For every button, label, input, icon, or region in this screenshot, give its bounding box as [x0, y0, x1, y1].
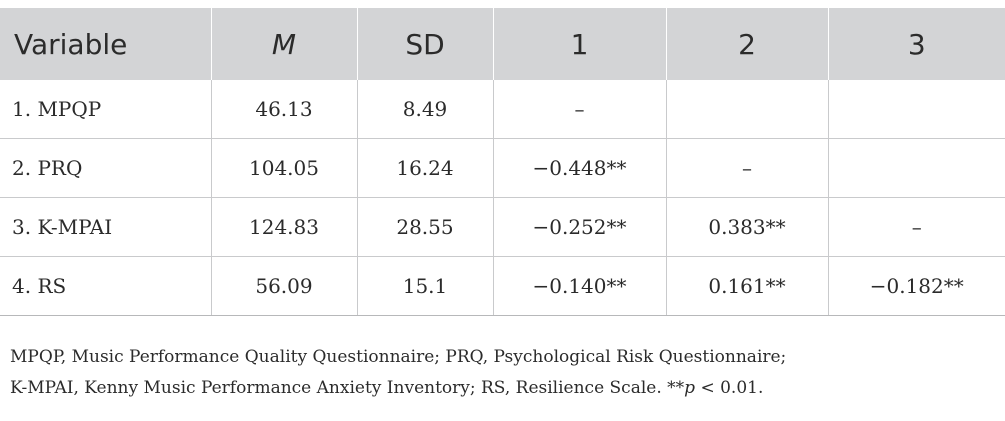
cell-corr-1: −0.448**: [492, 138, 666, 198]
cell-corr-1: −0.252**: [492, 197, 666, 257]
cell-sd: 8.49: [356, 80, 493, 139]
cell-variable: 2. PRQ: [0, 138, 211, 198]
header-row: Variable M SD 1 2 3: [0, 8, 1005, 80]
footnote-p-symbol: p: [684, 378, 696, 398]
header-variable: Variable: [0, 8, 211, 80]
table-footnote: MPQP, Music Performance Quality Question…: [10, 342, 995, 404]
cell-corr-1: −0.140**: [492, 256, 666, 316]
cell-sd: 16.24: [356, 138, 493, 198]
table-body: 1. MPQP 46.13 8.49 – 2. PRQ 104.05 16.24…: [0, 80, 1005, 316]
cell-corr-3: [827, 138, 1005, 198]
table-row: 1. MPQP 46.13 8.49 –: [0, 80, 1005, 139]
table-row: 2. PRQ 104.05 16.24 −0.448** –: [0, 138, 1005, 198]
header-col-3: 3: [827, 8, 1005, 80]
cell-mean: 56.09: [210, 256, 357, 316]
footnote-line-2: K-MPAI, Kenny Music Performance Anxiety …: [10, 373, 995, 404]
footnote-line-2-suffix: < 0.01.: [695, 378, 764, 398]
correlation-table-container: Variable M SD 1 2 3 1. MPQP 46.13 8.49 –…: [0, 8, 1005, 316]
cell-corr-2: 0.383**: [665, 197, 828, 257]
cell-sd: 15.1: [356, 256, 493, 316]
cell-corr-3: [827, 80, 1005, 139]
cell-corr-2: 0.161**: [665, 256, 828, 316]
correlation-table: Variable M SD 1 2 3 1. MPQP 46.13 8.49 –…: [0, 8, 1005, 316]
footnote-line-2-prefix: K-MPAI, Kenny Music Performance Anxiety …: [10, 378, 685, 398]
cell-corr-3: −0.182**: [827, 256, 1005, 316]
cell-variable: 1. MPQP: [0, 80, 211, 139]
cell-corr-2: [665, 80, 828, 139]
table-row: 4. RS 56.09 15.1 −0.140** 0.161** −0.182…: [0, 256, 1005, 316]
footnote-line-1: MPQP, Music Performance Quality Question…: [10, 347, 787, 367]
cell-mean: 124.83: [210, 197, 357, 257]
cell-sd: 28.55: [356, 197, 493, 257]
header-col-1: 1: [492, 8, 666, 80]
cell-variable: 4. RS: [0, 256, 211, 316]
cell-variable: 3. K-MPAI: [0, 197, 211, 257]
cell-mean: 46.13: [210, 80, 357, 139]
cell-corr-3: –: [827, 197, 1005, 257]
table-row: 3. K-MPAI 124.83 28.55 −0.252** 0.383** …: [0, 197, 1005, 257]
cell-corr-1: –: [492, 80, 666, 139]
table-header: Variable M SD 1 2 3: [0, 8, 1005, 80]
header-col-2: 2: [665, 8, 828, 80]
header-mean: M: [210, 8, 357, 80]
cell-mean: 104.05: [210, 138, 357, 198]
header-sd: SD: [356, 8, 493, 80]
cell-corr-2: –: [665, 138, 828, 198]
